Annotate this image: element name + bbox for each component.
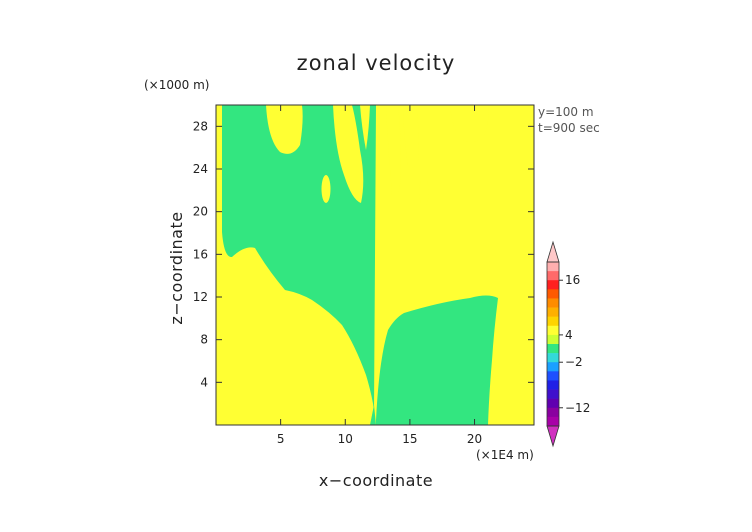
x-tick-label: 20 — [467, 432, 482, 446]
field-region-top-left-lobe — [266, 105, 303, 154]
colorbar-swatch — [547, 380, 559, 390]
y-tick-label: 20 — [193, 205, 208, 219]
colorbar-swatch — [547, 280, 559, 290]
y-unit-label: (×1000 m) — [144, 78, 209, 92]
colorbar-swatch — [547, 362, 559, 372]
field-region-blob-right — [419, 176, 429, 208]
colorbar-tick-label: 4 — [565, 328, 573, 342]
colorbar-swatch — [547, 316, 559, 327]
plot-area — [215, 104, 535, 426]
colorbar-frame — [546, 261, 560, 427]
colorbar-swatch — [547, 289, 559, 299]
colorbar — [546, 240, 560, 448]
chart-title: zonal velocity — [297, 51, 456, 75]
x-axis-label: x−coordinate — [319, 471, 433, 490]
field-region-streak-d — [403, 105, 419, 168]
x-tick-label: 15 — [402, 432, 417, 446]
x-tick-label: 5 — [277, 432, 285, 446]
colorbar-swatch — [547, 344, 559, 354]
field-region-streak-b — [360, 105, 370, 150]
field-region-right-plume — [376, 105, 498, 425]
field-region-bottom-stem — [370, 405, 376, 425]
colorbar-swatch — [547, 389, 559, 399]
y-tick-label: 8 — [200, 333, 208, 347]
field-region-left-plume — [222, 105, 376, 410]
colorbar-swatch — [547, 307, 559, 317]
field-region-blob-left — [321, 175, 331, 203]
colorbar-lower-extend — [546, 425, 560, 448]
colorbar-swatch — [547, 353, 559, 363]
y-tick-label: 24 — [193, 162, 208, 176]
field-region-streak-c — [386, 105, 401, 197]
annotation-y: y=100 m — [538, 105, 594, 119]
plot-frame — [215, 104, 535, 426]
colorbar-swatch — [547, 325, 559, 336]
field-region-streak-a — [333, 105, 364, 203]
y-tick-label: 4 — [200, 375, 208, 389]
y-axis: 4 8 12 16 20 24 28 — [193, 119, 534, 389]
colorbar-tick-label: 16 — [565, 273, 580, 287]
annotation-t: t=900 sec — [538, 121, 600, 135]
colorbar-swatch — [547, 298, 559, 308]
colorbar-swatch — [547, 407, 559, 418]
y-tick-label: 16 — [193, 247, 208, 261]
colorbar-upper-extend — [546, 240, 560, 263]
colorbar-swatch — [547, 416, 559, 427]
colorbar-swatch — [547, 398, 559, 409]
colorbar-swatch — [547, 371, 559, 381]
y-axis-label: z−coordinate — [167, 211, 186, 324]
x-tick-label: 10 — [338, 432, 353, 446]
field-region-top-right-lobe — [450, 105, 489, 143]
colorbar-swatch — [547, 271, 559, 281]
y-tick-label: 12 — [193, 290, 208, 304]
colorbar-swatch — [547, 262, 559, 272]
x-axis: 5 10 15 20 — [277, 105, 482, 446]
colorbar-ticks: 16 4 −2 −12 — [559, 273, 590, 415]
x-unit-label: (×1E4 m) — [476, 448, 534, 462]
y-tick-label: 28 — [193, 119, 208, 133]
colorbar-swatch — [547, 334, 559, 345]
colorbar-tick-label: −2 — [565, 355, 583, 369]
colorbar-tick-label: −12 — [565, 401, 590, 415]
